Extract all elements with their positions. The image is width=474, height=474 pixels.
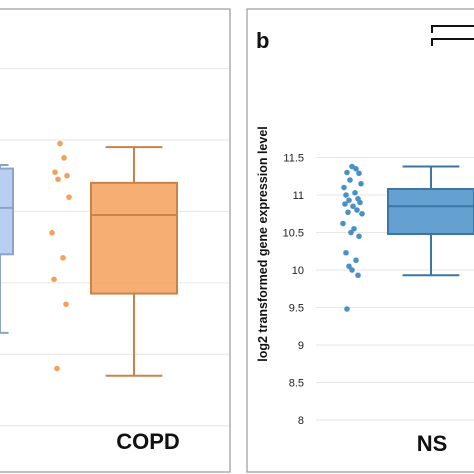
- y-tick-label: 8: [298, 415, 304, 427]
- series-ns-point: [356, 170, 362, 177]
- series-ns-point: [346, 197, 352, 204]
- y-tick-label: 10: [292, 265, 304, 277]
- y-tick-label: 11.5: [283, 153, 304, 165]
- category-label-copd: COPD: [116, 429, 180, 454]
- series-copd-point: [63, 301, 69, 308]
- series-copd-point: [64, 172, 70, 179]
- y-tick-label: 9: [298, 340, 304, 352]
- y-tick-label: 10.5: [283, 228, 304, 240]
- series-ns-point: [353, 257, 359, 264]
- panel-label-b: b: [256, 28, 269, 53]
- series-copd-point: [61, 155, 67, 161]
- category-label-ns: NS: [417, 431, 448, 456]
- significance-brackets: [431, 25, 474, 46]
- panel-b-y-ticks: 8 8.5 9 9.5 10 10.5 11 11.5: [283, 153, 304, 428]
- series-ns-point: [351, 225, 357, 232]
- series-copd-point: [54, 365, 60, 372]
- series-copd-box: [90, 181, 178, 295]
- series-copd-point: [52, 169, 58, 175]
- y-tick-label: 8.5: [289, 378, 304, 390]
- series-copd-point: [49, 230, 55, 236]
- series-ns-point: [343, 192, 349, 198]
- series-ns-point: [343, 249, 349, 256]
- series-0-box: [0, 167, 14, 256]
- series-ns-point: [352, 189, 358, 196]
- series-ns-point: [346, 263, 352, 270]
- series-ns-point: [348, 229, 354, 236]
- series-ns-point: [349, 267, 355, 273]
- series-copd-point: [57, 140, 63, 147]
- series-ns-box: [387, 188, 474, 235]
- series-ns-point: [350, 203, 356, 210]
- series-copd-point: [60, 255, 66, 261]
- series-copd-point: [55, 176, 61, 183]
- series-ns-point: [340, 220, 346, 227]
- panel-a-plot: [0, 140, 178, 377]
- panel-b: b log2 transformed gene expression level…: [246, 8, 474, 473]
- significance-bracket-lower: [431, 38, 474, 46]
- y-axis-label: log2 transformed gene expression level: [256, 126, 270, 362]
- series-ns-point: [359, 210, 365, 217]
- series-ns-point: [342, 201, 348, 207]
- y-tick-label: 11: [293, 190, 304, 202]
- panel-a: COPD: [0, 8, 231, 473]
- y-tick-label: 9.5: [289, 303, 304, 315]
- series-ns-point: [344, 169, 350, 176]
- series-copd-point: [66, 194, 72, 200]
- series-ns-point: [353, 165, 359, 172]
- significance-bracket-upper: [431, 25, 474, 33]
- series-ns-point: [358, 180, 364, 187]
- series-ns-point: [355, 272, 361, 279]
- series-copd-point: [51, 276, 57, 283]
- panel-b-frame: [246, 8, 474, 473]
- series-ns-point: [357, 199, 363, 206]
- series-ns-point: [354, 207, 360, 213]
- panel-b-plot: [340, 163, 474, 312]
- series-ns-point: [356, 233, 362, 240]
- series-ns-point: [341, 184, 347, 191]
- series-ns-point: [344, 306, 350, 312]
- series-ns-point: [345, 209, 351, 216]
- series-ns-point: [347, 177, 353, 183]
